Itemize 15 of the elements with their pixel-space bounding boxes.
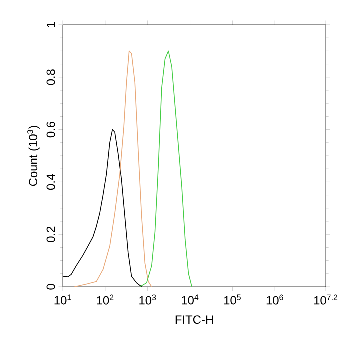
y-tick-label: 0.8	[46, 70, 56, 86]
x-tick-label: 10$^{5}$	[224, 294, 241, 305]
x-tick-label: 10$^{6}$	[266, 294, 284, 305]
x-tick-label: 10$^{1}$	[54, 294, 72, 305]
x-axis-title: FITC-H	[176, 316, 214, 324]
x-tick-label: 10$^{4}$	[182, 294, 199, 305]
x-tick-label: 10$^{2}$	[97, 294, 114, 305]
y-tick-label: 0.4	[46, 174, 56, 190]
y-tick-label: 0	[46, 284, 56, 290]
x-tick-label: 10$^{3}$	[140, 294, 156, 305]
x-tick-label: 10$^{7.2}$	[314, 294, 338, 305]
y-axis-title: Count (10$^{3}$)	[28, 126, 40, 186]
y-tick-label: 0.2	[46, 226, 56, 242]
y-tick-label: 1	[47, 22, 56, 28]
y-tick-label: 0.6	[46, 122, 56, 138]
